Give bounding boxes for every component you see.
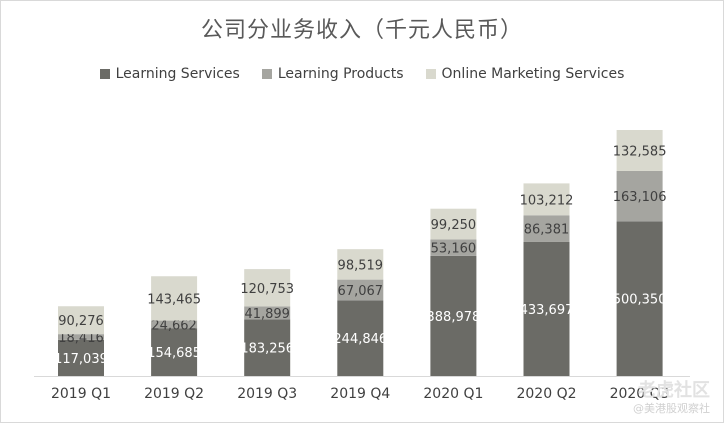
data-label-3-5: 99,250 [431,218,477,233]
x-tick-label-2: 2019 Q2 [144,386,204,402]
data-label-3-3: 120,753 [240,282,294,297]
bar-segment-1-4 [337,300,384,376]
bar-segment-1-5 [430,255,477,376]
data-label-3-1: 90,276 [58,314,104,329]
legend-swatch-learning-services [99,69,110,79]
data-label-2-5: 53,160 [431,242,477,257]
bar-segment-3-3 [244,269,291,307]
bar-segment-2-4 [337,279,384,301]
bar-segment-2-3 [244,306,291,320]
x-tick-label-1: 2019 Q1 [51,386,111,402]
legend-label-learning-products: Learning Products [277,66,404,82]
data-label-2-4: 67,067 [338,284,384,299]
x-tick-label-5: 2020 Q1 [423,386,483,402]
data-label-3-7: 132,585 [613,144,667,159]
x-tick-label-6: 2020 Q2 [516,386,576,402]
x-tick-label-3: 2019 Q3 [237,386,297,402]
data-label-1-3: 183,256 [240,342,294,357]
x-tick-label-7: 2020 Q3 [610,386,670,402]
legend-label-learning-services: Learning Services [115,66,240,82]
x-tick-label-4: 2019 Q4 [330,386,390,402]
bar-segment-3-2 [151,276,198,321]
chart-title: 公司分业务收入（千元人民币） [200,18,523,43]
data-label-3-4: 98,519 [338,258,384,273]
bar-segment-2-1 [58,334,104,340]
bar-segment-1-7 [616,221,663,376]
legend-item-learning-services: Learning Services [99,66,240,82]
data-label-1-6: 433,697 [520,303,574,318]
data-label-2-6: 86,381 [524,223,570,238]
bar-segment-2-2 [151,320,198,329]
data-label-3-2: 143,465 [147,292,201,307]
bar-segment-1-1 [58,339,104,376]
data-label-2-3: 41,899 [244,307,290,322]
watermark-sub: @美港股观察社 [633,401,710,415]
data-label-2-2: 24,662 [151,318,197,333]
legend-item-learning-products: Learning Products [261,66,404,82]
data-label-1-7: 500,350 [613,293,667,308]
bar-segment-3-4 [337,249,384,280]
legend-swatch-learning-products [261,69,272,79]
legend-label-online-marketing-services: Online Marketing Services [441,66,625,82]
bar-segment-3-6 [523,183,570,216]
bar-segment-1-2 [151,328,198,376]
bar-segment-2-7 [616,170,663,222]
bar-segment-3-1 [58,306,104,335]
bar-segment-3-7 [616,130,663,171]
data-label-1-5: 388,978 [427,310,481,325]
data-label-1-2: 154,685 [147,346,201,361]
bar-segment-2-5 [430,239,477,256]
data-label-2-7: 163,106 [613,190,667,205]
bar-segment-2-6 [523,215,570,242]
bar-segment-1-3 [244,319,291,376]
data-label-3-6: 103,212 [520,193,574,208]
legend-item-online-marketing-services: Online Marketing Services [425,66,625,82]
chart-legend: Learning Services Learning Products Onli… [0,66,724,82]
data-label-1-4: 244,846 [333,332,387,347]
legend-swatch-online-marketing-services [425,69,436,79]
bar-segment-1-6 [523,241,570,376]
watermark: 老虎社区 @美港股观察社 [633,380,710,415]
data-label-2-1: 18,416 [58,331,104,346]
data-label-1-1: 117,039 [54,352,108,367]
watermark-main: 老虎社区 [638,380,710,402]
bar-segment-3-5 [430,208,477,240]
